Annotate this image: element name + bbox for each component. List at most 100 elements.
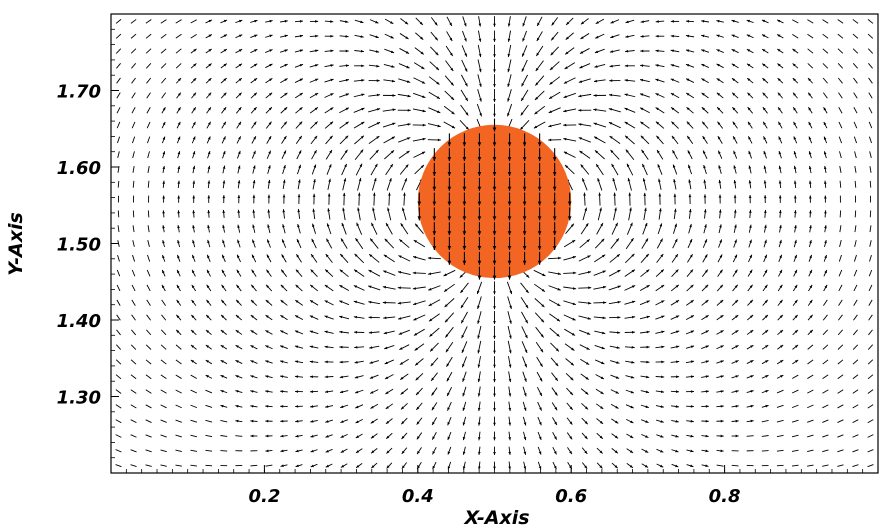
vector-arrow bbox=[414, 223, 424, 234]
vector-arrow bbox=[608, 269, 621, 277]
vector-arrow bbox=[534, 283, 546, 293]
vector-arrow bbox=[731, 434, 739, 438]
vector-arrow bbox=[382, 108, 396, 112]
vector-arrow bbox=[640, 360, 650, 364]
vector-arrow bbox=[746, 344, 754, 350]
vector-arrow bbox=[868, 92, 873, 99]
vector-arrow bbox=[733, 165, 737, 174]
vector-arrow bbox=[384, 149, 395, 160]
vector-arrow bbox=[161, 284, 166, 292]
vector-arrow bbox=[205, 77, 212, 84]
vector-arrow bbox=[431, 432, 437, 440]
vector-arrow bbox=[295, 135, 303, 145]
vector-arrow bbox=[778, 195, 782, 203]
vector-arrow bbox=[493, 431, 496, 441]
vector-arrow bbox=[536, 356, 543, 368]
vector-arrow bbox=[776, 404, 784, 408]
vector-arrow bbox=[132, 166, 135, 173]
vector-arrow bbox=[609, 345, 620, 349]
vector-arrow bbox=[265, 390, 273, 393]
vector-arrow bbox=[446, 371, 453, 382]
vector-arrow bbox=[235, 314, 243, 321]
vector-arrow bbox=[147, 165, 150, 173]
vector-arrow bbox=[162, 165, 166, 174]
vector-arrow bbox=[550, 357, 559, 367]
vector-arrow bbox=[461, 326, 468, 339]
vector-arrow bbox=[808, 239, 812, 248]
vector-arrow bbox=[384, 18, 394, 25]
vector-arrow bbox=[370, 418, 378, 424]
vector-arrows bbox=[115, 16, 874, 470]
vector-arrow bbox=[537, 133, 542, 147]
vector-arrow bbox=[507, 30, 512, 42]
vector-arrow bbox=[578, 315, 592, 320]
vector-arrow bbox=[207, 239, 211, 248]
vector-arrow bbox=[427, 271, 441, 276]
vector-arrow bbox=[236, 269, 242, 277]
vector-arrow bbox=[447, 251, 452, 265]
vector-arrow bbox=[368, 93, 381, 97]
vector-arrow bbox=[641, 149, 649, 160]
vector-arrow bbox=[460, 282, 469, 294]
vector-arrow bbox=[718, 239, 723, 248]
vector-arrow bbox=[162, 254, 166, 262]
vector-arrow bbox=[594, 345, 605, 350]
x-tick-label: 0.8 bbox=[709, 486, 741, 507]
vector-arrow bbox=[147, 180, 150, 188]
vector-arrow bbox=[339, 345, 349, 349]
vector-arrow bbox=[222, 150, 226, 159]
vector-arrow bbox=[823, 151, 827, 159]
vector-arrow bbox=[852, 464, 859, 467]
vector-arrow bbox=[762, 92, 769, 99]
vector-arrow bbox=[552, 237, 557, 250]
vector-arrow bbox=[397, 271, 411, 276]
vector-arrow bbox=[535, 326, 544, 338]
vector-arrow bbox=[265, 329, 273, 335]
vector-arrow bbox=[508, 401, 512, 412]
vector-arrow bbox=[670, 299, 680, 306]
vector-arrow bbox=[460, 89, 469, 102]
vector-arrow bbox=[807, 434, 814, 438]
vector-arrow bbox=[581, 403, 589, 410]
vector-arrow bbox=[205, 314, 212, 321]
vector-arrow bbox=[581, 447, 588, 455]
vector-arrow bbox=[733, 209, 737, 219]
vector-arrow bbox=[368, 269, 381, 277]
vector-arrow bbox=[852, 63, 858, 69]
vector-arrow bbox=[731, 344, 739, 350]
vector-arrow bbox=[175, 434, 182, 438]
vector-arrow bbox=[280, 299, 288, 306]
vector-arrow bbox=[430, 31, 439, 41]
vector-arrow bbox=[670, 92, 680, 99]
vector-arrow bbox=[595, 403, 604, 410]
vector-arrow bbox=[462, 431, 466, 441]
vector-arrow bbox=[493, 416, 496, 426]
vector-arrow bbox=[327, 193, 331, 205]
vector-arrow bbox=[640, 20, 650, 23]
vector-arrow bbox=[428, 91, 441, 100]
vector-arrow bbox=[868, 121, 873, 129]
vector-arrow bbox=[428, 76, 440, 85]
vector-arrow bbox=[266, 135, 272, 144]
vector-arrow bbox=[383, 136, 396, 144]
vector-arrow bbox=[655, 405, 664, 408]
vector-arrow bbox=[205, 63, 212, 69]
vector-arrow bbox=[237, 209, 241, 219]
vector-arrow bbox=[207, 165, 211, 174]
vector-arrow bbox=[477, 296, 482, 310]
vector-arrow bbox=[312, 223, 317, 234]
vector-arrow bbox=[176, 299, 182, 306]
vector-arrow bbox=[671, 253, 679, 263]
vector-arrow bbox=[733, 224, 737, 233]
vector-arrow bbox=[250, 344, 258, 350]
vector-arrow bbox=[867, 19, 874, 24]
vector-arrow bbox=[852, 434, 859, 438]
vector-arrow bbox=[868, 63, 873, 69]
vector-arrow bbox=[447, 148, 452, 162]
vector-arrow bbox=[417, 207, 422, 221]
vector-arrow bbox=[716, 345, 724, 350]
vector-arrow bbox=[416, 432, 423, 440]
vector-arrow bbox=[220, 77, 227, 84]
vector-arrow bbox=[459, 119, 470, 131]
vector-arrow bbox=[656, 135, 664, 145]
